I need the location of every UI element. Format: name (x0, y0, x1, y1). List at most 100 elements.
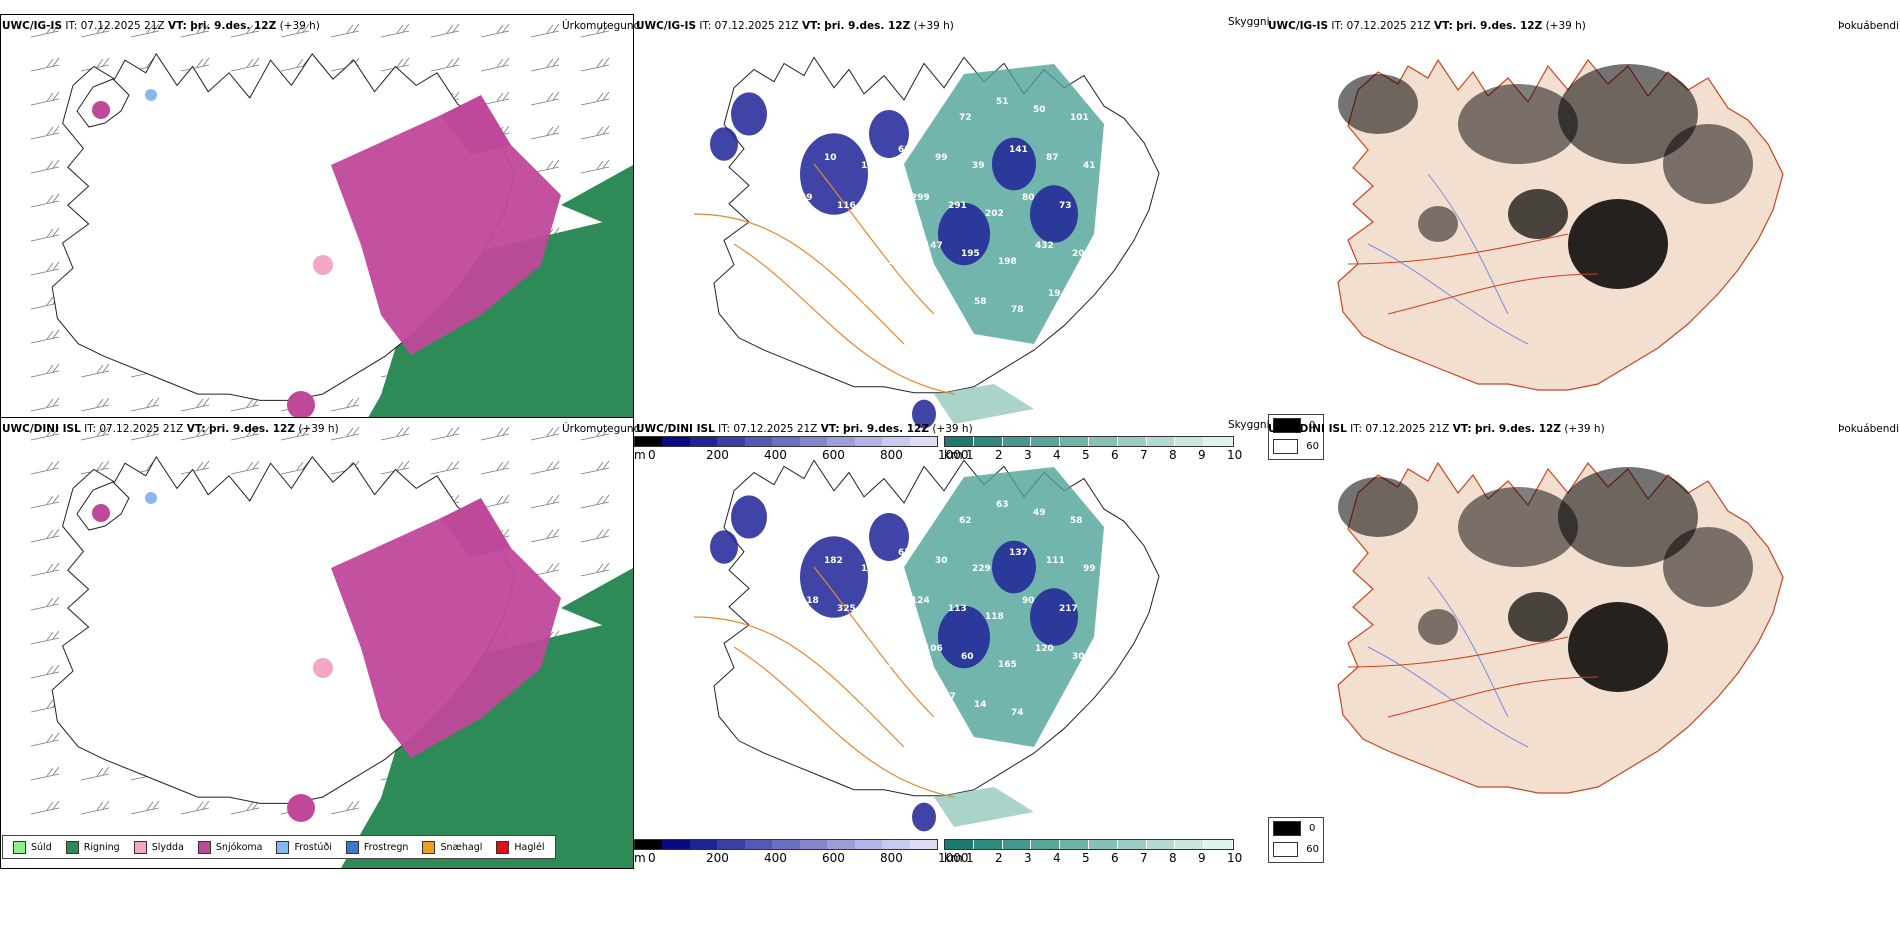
map-value-label: 68 (774, 500, 787, 510)
visibility-panel: 64 30 49 53 60 72 51 50 101 133 10 114 69 99 39 141 87 41… (634, 14, 1266, 444)
fog-value: 0 (1309, 823, 1316, 834)
visibility-unit: km (944, 448, 963, 462)
legend-item: Frostregn (345, 840, 409, 854)
height-tick: 600 (822, 851, 845, 865)
map-value-label: 99 (935, 153, 948, 163)
map-value-label: 62 (959, 516, 972, 526)
colorbar-step (1088, 437, 1118, 446)
map-value-label: 306 (1072, 652, 1091, 662)
map-value-label: 106 (900, 305, 919, 315)
map-value-label: 19 (1048, 289, 1061, 299)
legend-item: Snjókoma (197, 840, 262, 854)
map-value-label: 14 (974, 700, 987, 710)
map-value-label: 49 (1033, 508, 1046, 518)
map-value-label: 269 (863, 297, 882, 307)
visibility-tick: 7 (1140, 851, 1148, 865)
visibility-tick: 3 (1024, 448, 1032, 462)
lead-time: (+39 h) (932, 423, 973, 435)
legend-swatch (422, 840, 436, 854)
colorbar-step (945, 840, 974, 849)
field-name: Skyggni (1228, 16, 1270, 28)
fog-swatch (1273, 418, 1301, 433)
map-value-label: 80 (1022, 193, 1035, 203)
map-value-label: 202 (985, 209, 1004, 219)
colorbar-step (689, 840, 718, 849)
colorbar-step (827, 437, 855, 446)
colorbar-step (1031, 437, 1061, 446)
visibility-tick: 6 (1111, 851, 1119, 865)
visibility-tick: 2 (995, 851, 1003, 865)
map-value-label: 70 (776, 612, 789, 622)
visibility-map: 68 66 77 30 25 62 63 49 58 84 182 184 62 30 229 137 111 9… (693, 459, 1160, 832)
precip-legend: Súld Rigning Slydda Snjókoma Frostúði Frostre… (2, 835, 556, 859)
map-value-label: 107 (789, 257, 808, 267)
map-value-label: 25 (922, 508, 935, 518)
colorbar-step (717, 840, 745, 849)
fog-swatch (1273, 821, 1301, 836)
legend-item: Slydda (133, 840, 184, 854)
legend-item: Haglél (496, 840, 545, 854)
valid-time-label: VT: (1433, 20, 1453, 32)
fog-value: 60 (1306, 441, 1319, 452)
fog-map (1337, 461, 1784, 794)
colorbar-step (827, 840, 855, 849)
visibility-tick: 5 (1082, 448, 1090, 462)
visibility-tick: 2 (995, 448, 1003, 462)
lead-time: (+39 h) (298, 423, 339, 435)
lead-time: (+39 h) (1564, 423, 1605, 435)
legend-label: Frostregn (363, 841, 409, 853)
height-tick: 0 (648, 851, 656, 865)
colorbar-step (945, 437, 974, 446)
height-tick: 200 (706, 448, 729, 462)
colorbar-step (1175, 840, 1205, 849)
height-unit: m (634, 448, 646, 462)
map-value-label: 60 (961, 652, 974, 662)
valid-time-label: VT: (820, 423, 840, 435)
map-value-label: 229 (972, 564, 991, 574)
valid-time-label: VT: (801, 20, 821, 32)
map-value-label: 238 (863, 700, 882, 710)
map-value-label: 147 (924, 241, 943, 251)
valid-time-label: VT: (167, 20, 187, 32)
map-value-label: 198 (998, 257, 1017, 267)
map-value-label: 204 (789, 660, 808, 670)
valid-time: þri. 9.des. 12Z (1474, 423, 1561, 435)
map-value-label: 52 (900, 708, 913, 718)
map-value-label: 30 (935, 556, 948, 566)
legend-label: Frostúði (294, 841, 332, 853)
map-value-label: 208 (1072, 249, 1091, 259)
colorbar-step (772, 840, 800, 849)
model-name: UWC/IG-IS (636, 20, 697, 32)
map-value-label: 118 (985, 612, 1004, 622)
map-value-label: 217 (1059, 604, 1078, 614)
height-tick: 400 (764, 851, 787, 865)
fog-map (1337, 58, 1784, 391)
height-tick: 1000 (938, 851, 969, 865)
map-value-label: 210 (887, 660, 906, 670)
colorbar-step (854, 437, 883, 446)
precip-map (30, 23, 633, 465)
map-value-label: 30 (811, 105, 824, 115)
height-tick: 600 (822, 448, 845, 462)
map-value-label: 30 (885, 500, 898, 510)
colorbar-step (882, 437, 910, 446)
colorbar-step (1117, 437, 1147, 446)
valid-time: þri. 9.des. 12Z (190, 20, 277, 32)
colorbar-step (1175, 437, 1205, 446)
visibility-tick: 7 (1140, 448, 1148, 462)
map-value-label: 64 (774, 97, 787, 107)
valid-time: þri. 9.des. 12Z (1456, 20, 1543, 32)
precip-map (30, 426, 633, 868)
legend-item: Rigning (65, 840, 120, 854)
map-value-label: 99 (1083, 564, 1096, 574)
colorbar-step (909, 840, 937, 849)
map-value-label: 58 (1070, 516, 1083, 526)
map-value-label: 63 (996, 500, 1009, 510)
map-value-label: 74 (1011, 708, 1024, 718)
map-value-label: 96 (874, 209, 887, 219)
field-name: Úrkomutegund (562, 20, 641, 32)
fog-swatch (1273, 439, 1299, 454)
map-value-label: 51 (996, 97, 1009, 107)
colorbar-step (854, 840, 883, 849)
map-value-label: 39 (800, 193, 813, 203)
